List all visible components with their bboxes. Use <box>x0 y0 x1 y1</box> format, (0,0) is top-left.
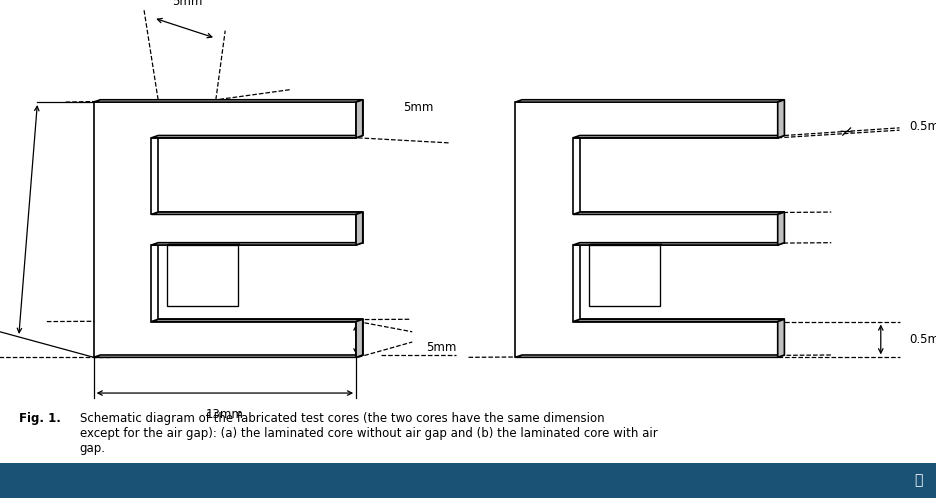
Text: 0.5mm: 0.5mm <box>908 333 936 346</box>
Text: 5mm: 5mm <box>171 0 202 7</box>
Polygon shape <box>152 319 362 322</box>
Polygon shape <box>356 212 362 245</box>
Polygon shape <box>521 100 783 355</box>
Polygon shape <box>777 212 783 245</box>
Polygon shape <box>573 243 783 245</box>
Text: 0.5mm: 0.5mm <box>908 120 936 133</box>
Text: 5mm: 5mm <box>402 101 432 114</box>
Text: 5mm: 5mm <box>426 341 456 354</box>
Polygon shape <box>356 319 362 358</box>
Polygon shape <box>573 212 783 214</box>
Polygon shape <box>94 355 362 358</box>
Polygon shape <box>573 319 783 322</box>
Text: ⛶: ⛶ <box>914 474 922 488</box>
Polygon shape <box>777 319 783 358</box>
Polygon shape <box>515 102 777 358</box>
Polygon shape <box>573 135 783 138</box>
Polygon shape <box>152 212 362 214</box>
Polygon shape <box>167 245 238 306</box>
Polygon shape <box>94 102 356 358</box>
Polygon shape <box>515 355 783 358</box>
Polygon shape <box>152 243 362 245</box>
Polygon shape <box>777 100 783 138</box>
Text: 13mm: 13mm <box>206 408 243 421</box>
Polygon shape <box>94 100 362 102</box>
Polygon shape <box>152 135 362 138</box>
Polygon shape <box>588 245 659 306</box>
Polygon shape <box>356 100 362 138</box>
Text: Schematic diagram of the fabricated test cores (the two cores have the same dime: Schematic diagram of the fabricated test… <box>80 412 657 455</box>
Polygon shape <box>515 100 783 102</box>
Polygon shape <box>100 100 362 355</box>
Text: Fig. 1.: Fig. 1. <box>19 412 61 425</box>
